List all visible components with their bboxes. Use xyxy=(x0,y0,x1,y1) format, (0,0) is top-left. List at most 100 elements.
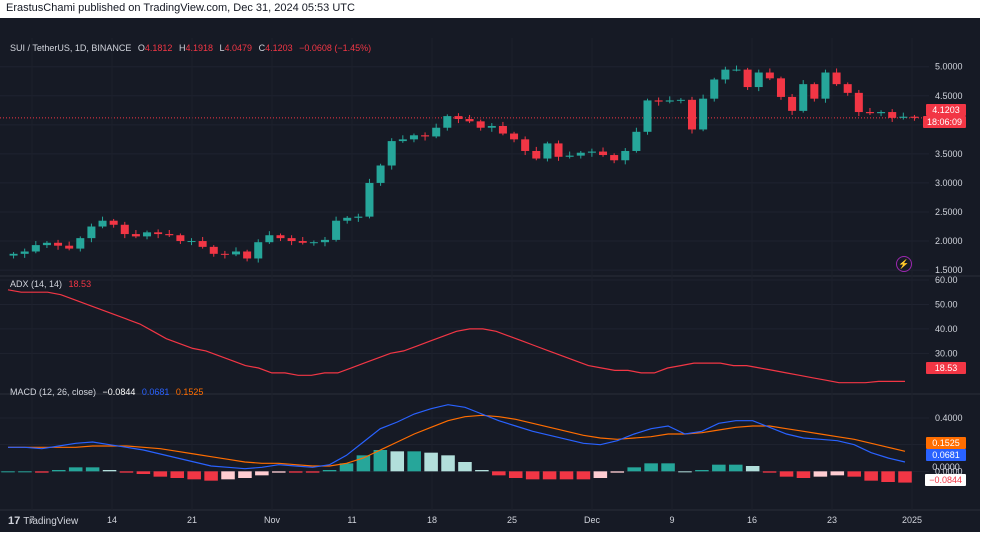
time-axis-tick: 21 xyxy=(187,515,197,525)
macd-histogram-bar xyxy=(508,471,523,478)
price-axis-tick: 4.5000 xyxy=(935,91,963,101)
adx-name[interactable]: ADX (14, 14) xyxy=(10,279,63,289)
macd-hist-value: −0.0844 xyxy=(102,387,136,397)
candle-body xyxy=(899,116,908,118)
macd-histogram-bar xyxy=(255,471,269,476)
macd-histogram-bar xyxy=(18,471,32,473)
macd-histogram-bar xyxy=(272,471,286,473)
candle-body xyxy=(31,245,40,252)
time-axis-tick: 16 xyxy=(747,515,757,525)
candle-body xyxy=(788,96,797,111)
candle-body xyxy=(665,100,674,102)
candle-body xyxy=(409,135,418,140)
candle-body xyxy=(231,251,241,255)
macd-histogram-bar xyxy=(85,467,100,472)
candle-body xyxy=(154,232,163,235)
candle-body xyxy=(398,139,407,142)
candle-body xyxy=(621,150,630,161)
candle-body xyxy=(699,98,708,130)
candle-body xyxy=(198,241,207,247)
macd-signal-value: 0.1525 xyxy=(175,387,204,397)
candle-body xyxy=(599,151,608,156)
axes: 5.00004.50004.00003.50003.00002.50002.00… xyxy=(29,62,962,525)
candlestick-series xyxy=(9,65,919,263)
chart-area[interactable]: 5.00004.50004.00003.50003.00002.50002.00… xyxy=(0,18,980,532)
candle-body xyxy=(76,238,85,249)
candle-body xyxy=(587,151,596,153)
adx-axis-tick: 60.00 xyxy=(935,275,958,285)
candle-body xyxy=(521,139,530,151)
price-axis-tick: 2.0000 xyxy=(935,236,963,246)
macd-histogram-bar xyxy=(559,471,574,480)
macd-histogram-bar xyxy=(762,471,777,473)
candle-body xyxy=(54,242,63,246)
time-axis-tick: 18 xyxy=(427,515,437,525)
macd-legend: MACD (12, 26, close) −0.0844 0.0681 0.15… xyxy=(10,387,203,397)
price-legend: SUI / TetherUS, 1D, BINANCE O4.1812 H4.1… xyxy=(10,43,371,53)
macd-histogram-bar xyxy=(119,471,134,473)
candle-body xyxy=(320,239,329,243)
candle-body xyxy=(243,251,252,259)
adx-series xyxy=(7,289,905,384)
candle-body xyxy=(143,232,152,237)
macd-histogram-bar xyxy=(492,471,506,476)
candle-body xyxy=(721,69,730,80)
macd-series xyxy=(1,404,912,483)
macd-histogram-bar xyxy=(627,467,641,472)
lightning-alert-icon[interactable]: ⚡ xyxy=(896,256,912,272)
macd-value-tag: 0.0681 xyxy=(926,449,966,461)
macd-histogram-bar xyxy=(525,471,540,480)
zero-value-tag: 0.0000 xyxy=(932,462,960,472)
time-axis-tick: 14 xyxy=(107,515,117,525)
macd-histogram-bar xyxy=(221,471,235,480)
candle-body xyxy=(298,241,307,243)
candle-body xyxy=(131,234,140,237)
adx-value-tag: 18.53 xyxy=(926,362,966,374)
macd-histogram-bar xyxy=(745,466,760,472)
macd-histogram-bar xyxy=(576,471,591,480)
change-value: −0.0608 (−1.45%) xyxy=(299,43,372,53)
macd-histogram-bar xyxy=(322,470,337,472)
candle-body xyxy=(676,99,685,101)
candle-body xyxy=(832,72,841,85)
candle-body xyxy=(743,69,752,88)
candle-body xyxy=(87,226,96,239)
candle-body xyxy=(20,251,29,254)
candle-body xyxy=(365,182,374,217)
macd-line-value: 0.0681 xyxy=(141,387,170,397)
macd-histogram-bar xyxy=(68,467,83,472)
macd-histogram-bar xyxy=(678,471,692,473)
macd-histogram-bar xyxy=(661,463,675,472)
macd-signal-line xyxy=(8,414,906,467)
macd-histogram-bar xyxy=(779,471,794,477)
candle-body xyxy=(910,116,919,118)
candle-body xyxy=(765,72,774,79)
macd-histogram-bar xyxy=(813,471,828,477)
time-axis-tick: Dec xyxy=(584,515,601,525)
candle-body xyxy=(165,234,174,236)
macd-histogram-bar xyxy=(796,471,811,478)
time-axis-tick: 25 xyxy=(507,515,517,525)
symbol-label[interactable]: SUI / TetherUS, 1D, BINANCE xyxy=(10,43,132,53)
candle-body xyxy=(42,242,51,246)
price-axis-tick: 3.0000 xyxy=(935,178,963,188)
candle-body xyxy=(799,84,808,111)
macd-histogram-bar xyxy=(288,471,303,473)
adx-line xyxy=(7,289,905,384)
candle-body xyxy=(810,84,819,99)
macd-histogram-bar xyxy=(881,471,895,482)
candle-body xyxy=(554,143,563,157)
chart-canvas[interactable]: 5.00004.50004.00003.50003.00002.50002.00… xyxy=(0,18,980,532)
macd-name[interactable]: MACD (12, 26, close) xyxy=(10,387,97,397)
candle-body xyxy=(265,235,274,243)
adx-axis-tick: 40.00 xyxy=(935,324,958,334)
candle-body xyxy=(9,253,18,256)
candle-body xyxy=(732,69,741,71)
price-axis-tick: 2.5000 xyxy=(935,207,963,217)
macd-histogram-bar xyxy=(204,471,218,481)
candle-body xyxy=(687,99,697,130)
macd-histogram-bar xyxy=(102,470,117,472)
candle-body xyxy=(877,112,886,114)
candle-body xyxy=(754,72,763,88)
